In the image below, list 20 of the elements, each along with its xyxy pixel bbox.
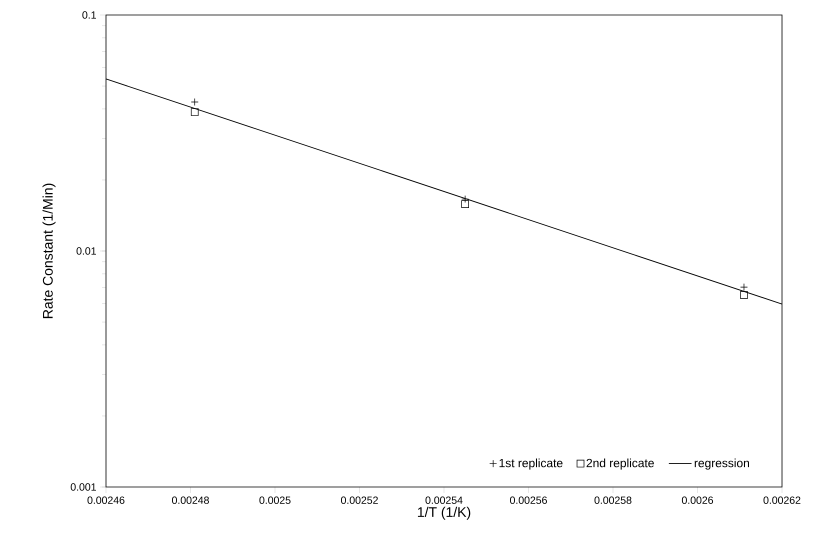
y-tick-label: 0.01 [76,247,96,255]
x-tick-label: 0.00252 [341,496,378,504]
x-tick-label: 0.0025 [259,496,291,504]
y-tick-label: 0.1 [82,11,96,19]
x-axis-title: 1/T (1/K) [418,506,470,520]
y-axis-title: Rate Constant (1/Min) [42,184,56,318]
x-tick-label: 0.00254 [426,496,463,504]
x-tick-label: 0.00258 [594,496,632,504]
point [190,108,199,116]
x-tick-label: 0.00246 [88,496,124,504]
legend-label: regression [694,458,750,470]
x-tick-label: 0.00248 [172,496,209,504]
point [461,200,469,208]
x-tick-label: 0.0026 [682,496,714,504]
legend-label: 1st replicate [500,458,563,470]
x-tick-label: 0.00256 [510,496,547,504]
x-tick-label: 0.00262 [764,496,800,504]
y-tick-label: 0.001 [70,483,96,491]
legend-label: 2nd replicate [586,458,654,470]
point [740,291,748,299]
